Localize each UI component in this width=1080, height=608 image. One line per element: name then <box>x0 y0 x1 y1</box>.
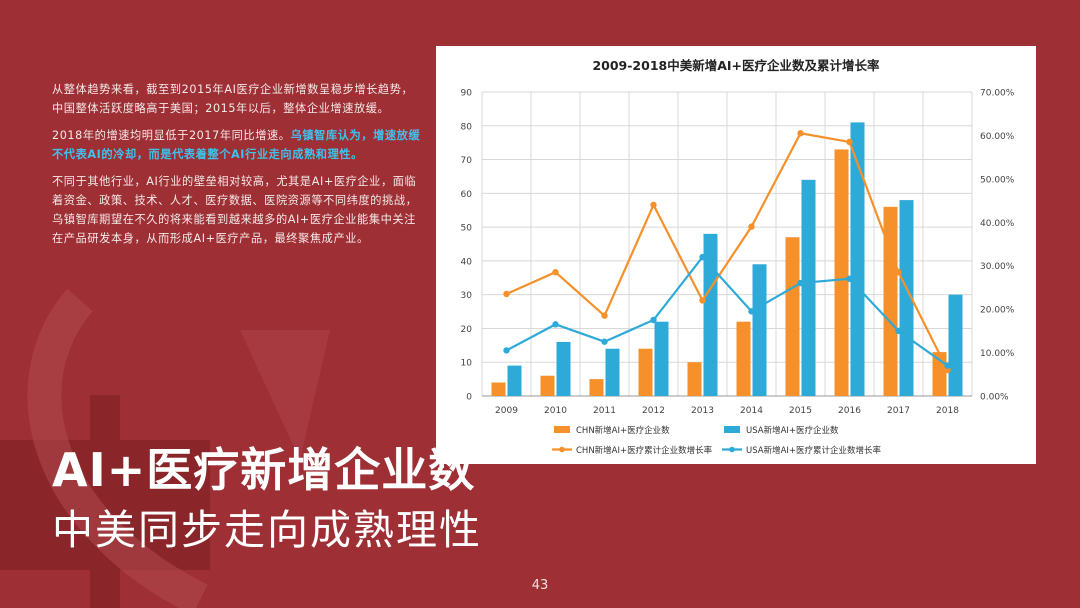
bar-chn <box>638 348 653 396</box>
bar-usa <box>605 348 620 396</box>
chart-card: 2009-2018中美新增AI+医疗企业数及累计增长率 0 10 20 30 40 50 60… <box>436 46 1036 464</box>
line-point-usa <box>846 275 853 282</box>
legend-swatch-marker <box>559 446 565 453</box>
x-tick-label: 2011 <box>593 406 616 416</box>
bar-chn <box>736 321 751 396</box>
y-left-tick-label: 20 <box>461 325 473 335</box>
bar-chn <box>883 206 898 396</box>
line-point-chn <box>503 290 510 298</box>
bar-usa <box>654 321 669 396</box>
paragraph-2: 2018年的增速均明显低于2017年同比增速。乌镇智库认为，增速放缓不代表AI的… <box>52 126 424 164</box>
x-tick-label: 2012 <box>642 406 665 416</box>
legend-label: CHN新增AI+医疗企业数 <box>576 425 670 436</box>
y-left-tick-label: 80 <box>461 122 473 132</box>
line-point-chn <box>895 269 902 276</box>
x-tick-label: 2017 <box>887 406 910 416</box>
x-tick-label: 2016 <box>838 406 861 416</box>
legend-label: USA新增AI+医疗累计企业数增长率 <box>746 445 882 456</box>
description-text: 从整体趋势来看，截至到2015年AI医疗企业新增数呈稳步增长趋势，中国整体活跃度… <box>52 80 424 256</box>
legend-label: USA新增AI+医疗企业数 <box>746 425 839 436</box>
y-right-tick-label: 40.00% <box>980 219 1015 229</box>
y-right-tick-label: 10.00% <box>980 349 1015 359</box>
bar-chn <box>687 362 702 396</box>
x-tick-label: 2014 <box>740 406 763 416</box>
line-point-usa <box>699 253 706 261</box>
bar-chn <box>834 149 849 396</box>
line-point-chn <box>846 138 853 146</box>
bar-chn <box>785 237 800 396</box>
paragraph-3: 不同于其他行业，AI行业的壁垒相对较高，尤其是AI+医疗企业，面临着资金、政策、… <box>52 175 418 245</box>
y-left-tick-label: 10 <box>461 359 473 369</box>
line-series-chn <box>506 132 949 371</box>
x-tick-label: 2009 <box>495 406 518 416</box>
legend-swatch <box>724 426 740 433</box>
line-point-chn <box>797 130 804 137</box>
x-tick-label: 2015 <box>789 406 812 416</box>
y-right-tick-label: 70.00% <box>980 89 1015 99</box>
bar-chn <box>491 382 506 396</box>
line-point-chn <box>748 223 755 230</box>
y-right-tick-label: 0.00% <box>980 393 1009 403</box>
y-left-tick-label: 0 <box>466 393 472 403</box>
y-left-tick-label: 30 <box>461 291 473 301</box>
line-series-usa <box>505 255 949 367</box>
line-point-chn <box>601 312 608 319</box>
y-right-tick-label: 60.00% <box>980 132 1015 142</box>
x-tick-label: 2013 <box>691 406 714 416</box>
decor-arc <box>27 288 208 608</box>
bar-usa <box>899 200 914 396</box>
bar-usa <box>703 233 718 396</box>
legend-swatch-marker <box>729 446 735 453</box>
bar-chn <box>589 379 604 396</box>
bar-usa <box>556 341 571 396</box>
line-point-usa <box>895 327 902 335</box>
line-point-usa <box>601 338 608 345</box>
chart-title: 2009-2018中美新增AI+医疗企业数及累计增长率 <box>592 58 880 73</box>
bar-usa <box>948 294 963 396</box>
bar-usa <box>801 179 816 396</box>
page-number: 43 <box>531 578 549 593</box>
decor-triangle <box>240 330 330 460</box>
x-tick-label: 2018 <box>936 406 959 416</box>
line-point-usa <box>748 308 755 315</box>
chart-svg: 2009-2018中美新增AI+医疗企业数及累计增长率 0 10 20 30 40 50 60… <box>461 58 1015 456</box>
headline-sub: 中美同步走向成熟理性 <box>52 506 482 554</box>
x-tick-label: 2010 <box>544 406 567 416</box>
bar-usa <box>752 264 767 396</box>
y-left-tick-label: 50 <box>461 224 473 234</box>
line-point-usa <box>503 347 510 354</box>
line-point-chn <box>699 297 706 304</box>
line-point-chn <box>552 269 559 276</box>
legend-swatch <box>554 426 570 433</box>
y-left-tick-label: 70 <box>461 156 473 166</box>
paragraph-1: 从整体趋势来看，截至到2015年AI医疗企业新增数呈稳步增长趋势，中国整体活跃度… <box>52 83 414 115</box>
bar-usa <box>850 122 865 397</box>
y-right-tick-label: 20.00% <box>980 306 1015 316</box>
y-right-tick-label: 30.00% <box>980 262 1015 272</box>
y-left-tick-label: 90 <box>461 89 473 99</box>
legend-label: CHN新增AI+医疗累计企业数增长率 <box>576 445 713 456</box>
y-right-tick-label: 50.00% <box>980 175 1015 185</box>
y-left-tick-label: 40 <box>461 257 473 267</box>
headline-main: AI+医疗新增企业数 <box>52 443 476 497</box>
line-point-usa <box>944 362 951 369</box>
line-point-chn <box>650 201 657 209</box>
line-point-usa <box>797 279 804 287</box>
paragraph-2-highlight: 乌镇智库认为，增速放缓不代表AI的冷却，而是代表着整个AI行业走向成熟和理性。 <box>52 129 421 161</box>
line-point-usa <box>650 316 657 324</box>
bar-chn <box>540 375 555 396</box>
bar-usa <box>507 365 522 396</box>
paragraph-2-plain: 2018年的增速均明显低于2017年同比增速。 <box>52 129 291 142</box>
line-point-usa <box>552 321 559 328</box>
y-left-tick-label: 60 <box>461 190 473 200</box>
